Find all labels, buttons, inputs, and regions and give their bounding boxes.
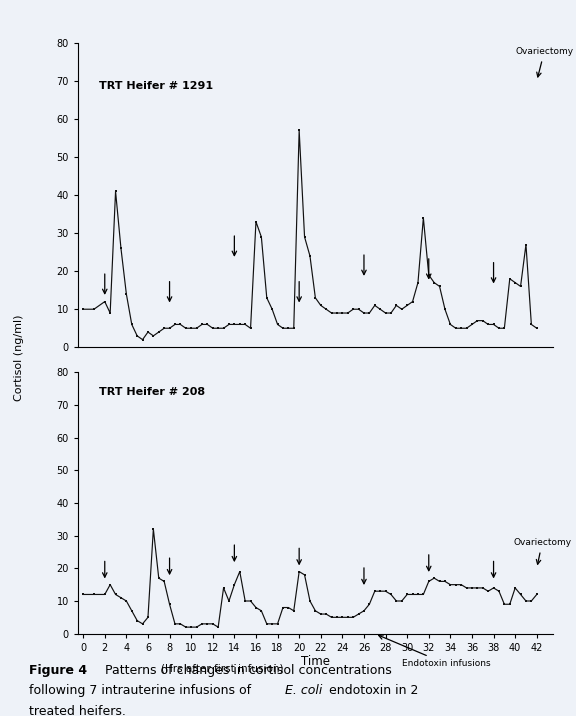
Text: Cortisol (ng/ml): Cortisol (ng/ml) <box>14 315 24 401</box>
Text: Endotoxin infusions: Endotoxin infusions <box>378 635 490 668</box>
Text: Patterns of changes in cortisol concentrations: Patterns of changes in cortisol concentr… <box>101 664 392 677</box>
Text: Ovariectomy: Ovariectomy <box>513 538 571 564</box>
Text: endotoxin in 2: endotoxin in 2 <box>325 684 419 697</box>
Text: TRT Heifer # 1291: TRT Heifer # 1291 <box>100 81 214 91</box>
Text: TRT Heifer # 208: TRT Heifer # 208 <box>100 387 206 397</box>
Text: (Hrs after first infusion): (Hrs after first infusion) <box>161 664 283 674</box>
X-axis label: Time: Time <box>301 655 330 669</box>
Text: E. coli: E. coli <box>285 684 323 697</box>
Text: treated heifers.: treated heifers. <box>29 705 126 716</box>
Text: Figure 4: Figure 4 <box>29 664 87 677</box>
Text: Ovariectomy: Ovariectomy <box>515 47 573 77</box>
Text: following 7 intrauterine infusions of: following 7 intrauterine infusions of <box>29 684 255 697</box>
